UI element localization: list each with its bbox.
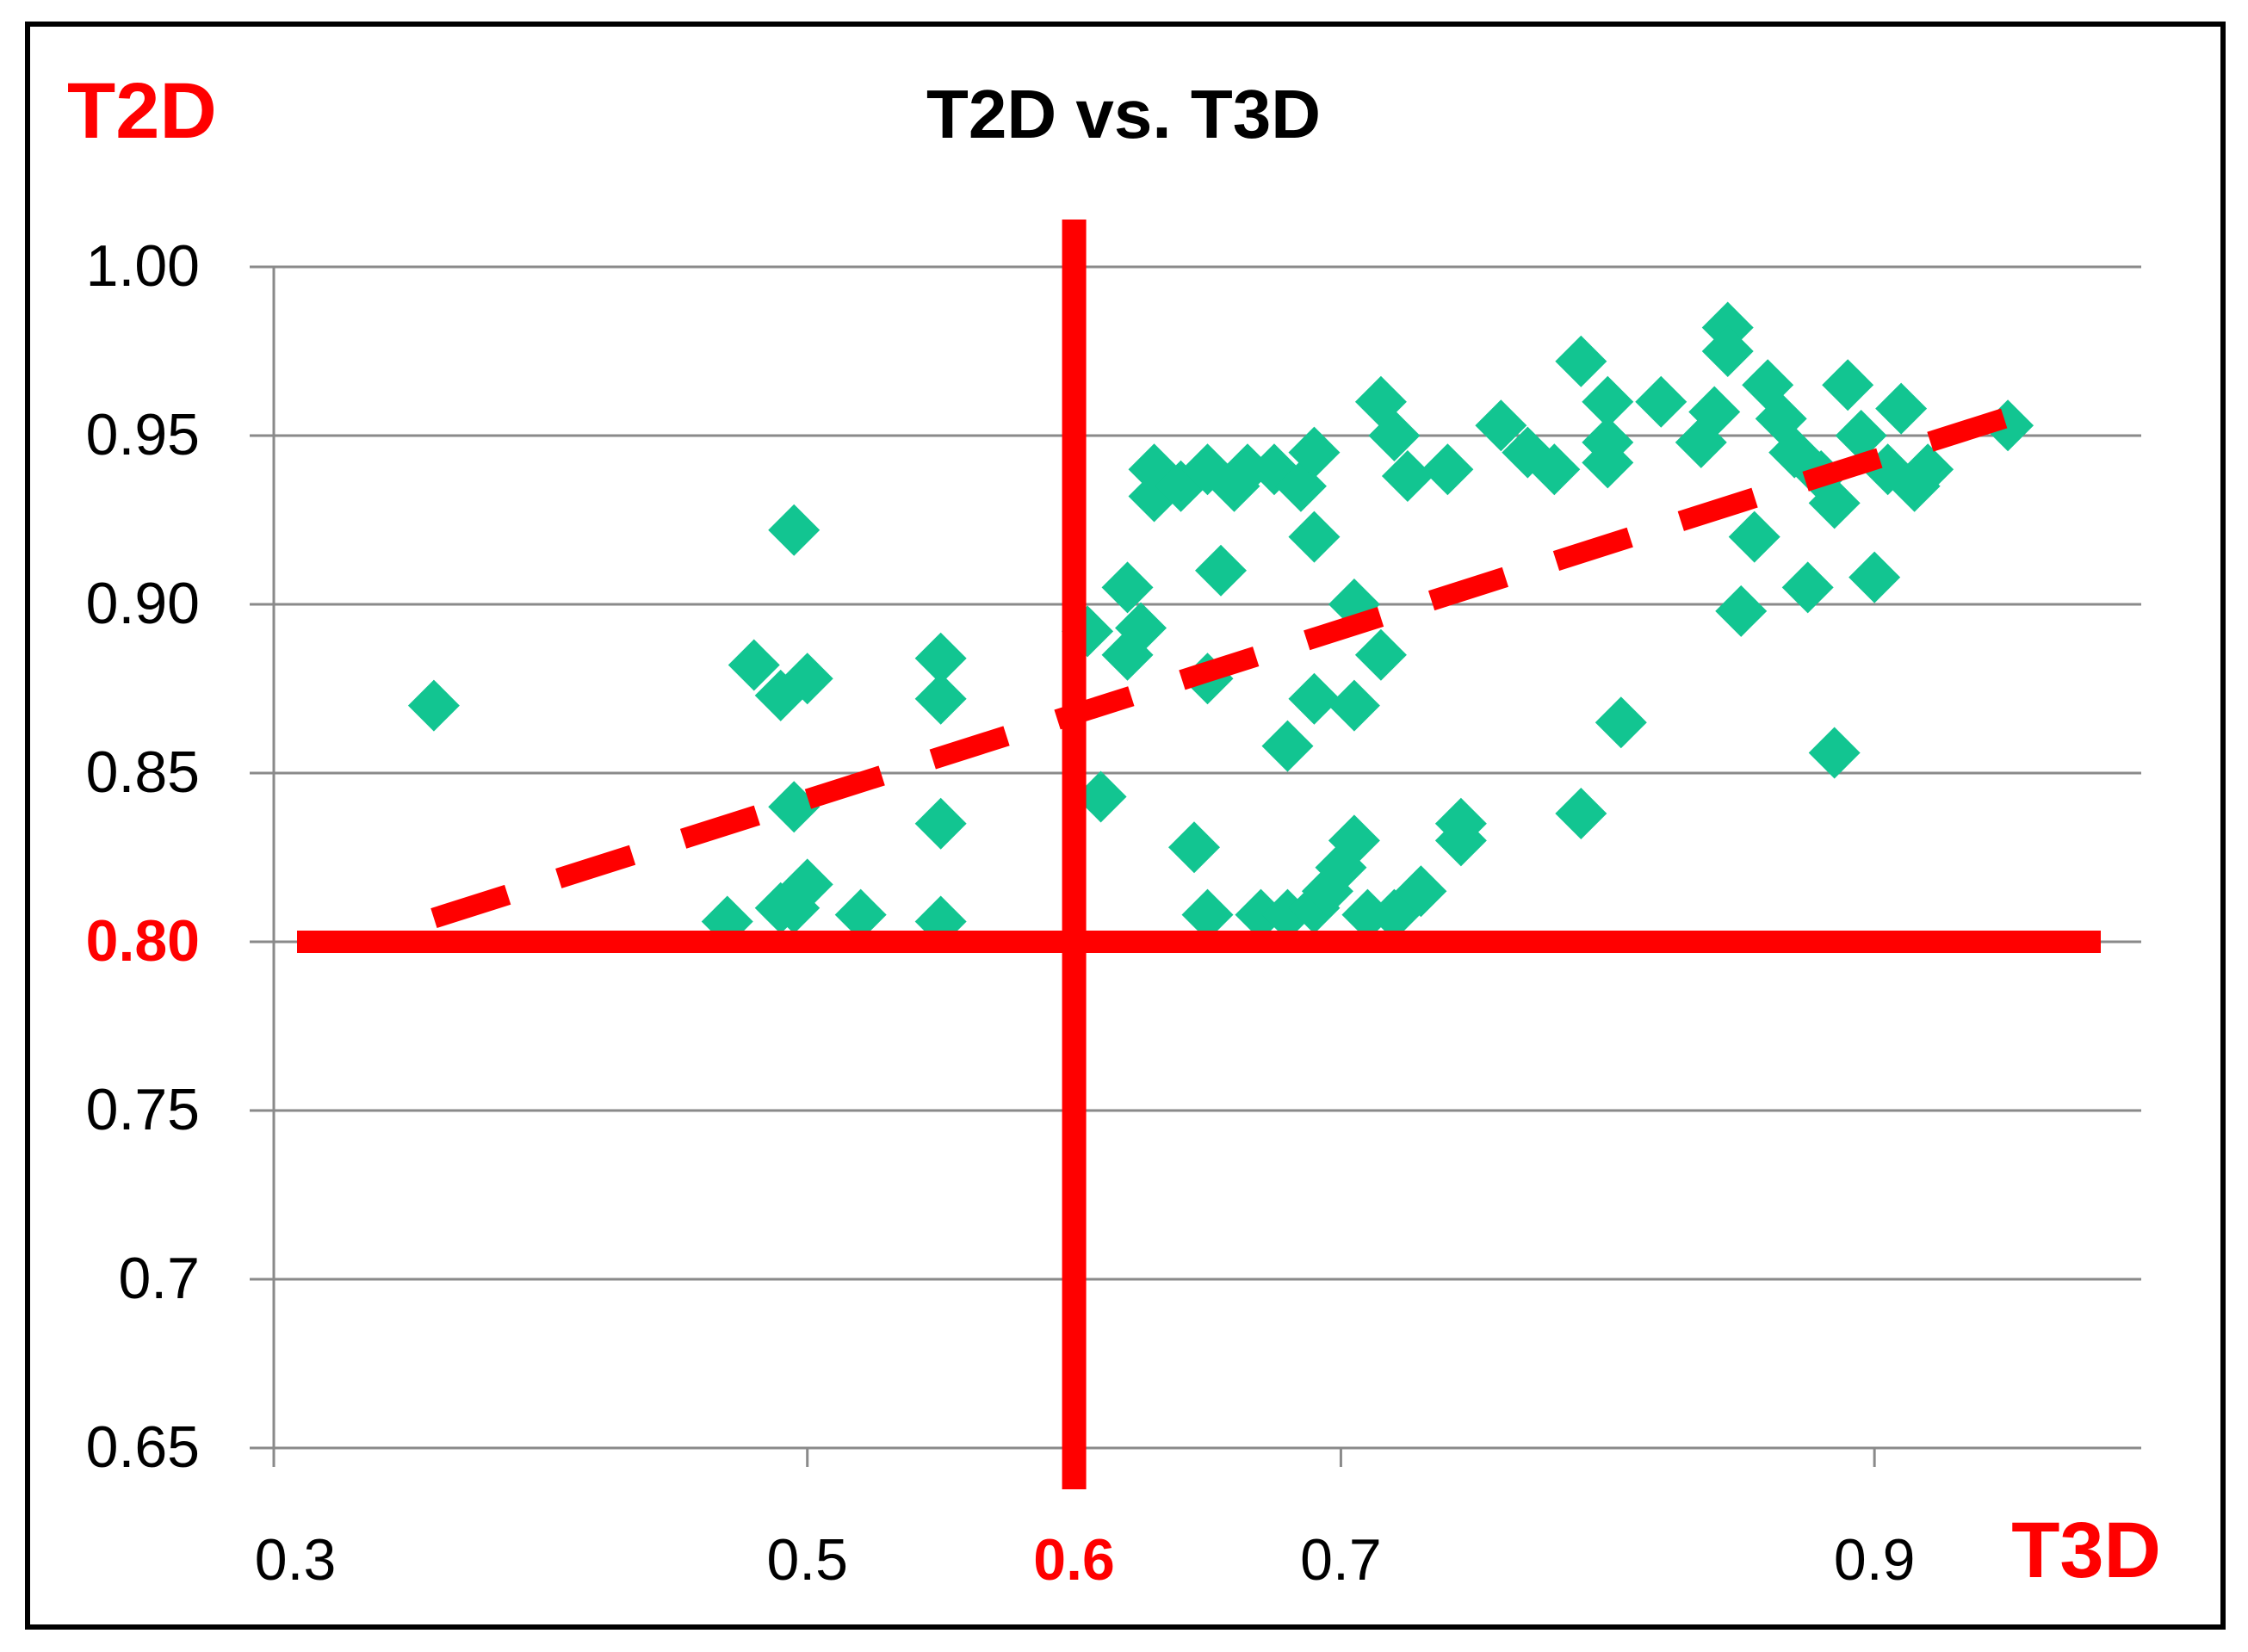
data-point-diamond bbox=[1781, 561, 1834, 614]
data-point-diamond bbox=[1261, 720, 1314, 772]
data-point-diamond bbox=[914, 632, 967, 684]
data-point-diamond bbox=[1381, 450, 1434, 503]
data-point-diamond bbox=[1902, 443, 1954, 496]
x-tick-label: 0.3 bbox=[255, 1527, 337, 1593]
x-tick-label: 0.5 bbox=[766, 1527, 848, 1593]
data-point-diamond bbox=[1074, 770, 1127, 823]
data-point-diamond bbox=[1835, 410, 1887, 461]
data-point-diamond bbox=[1822, 359, 1874, 411]
y-axis-label: T2D bbox=[67, 67, 217, 155]
data-point-diamond bbox=[1701, 325, 1754, 377]
data-point-diamond bbox=[1235, 888, 1287, 941]
data-point-diamond bbox=[1341, 888, 1394, 941]
data-point-diamond bbox=[1675, 416, 1727, 468]
data-point-diamond bbox=[1688, 386, 1741, 438]
data-point-diamond bbox=[1595, 696, 1647, 749]
data-point-diamond bbox=[781, 653, 833, 705]
data-point-diamond bbox=[1635, 375, 1688, 428]
data-point-diamond bbox=[1528, 443, 1581, 496]
data-point-diamond bbox=[1715, 585, 1768, 637]
data-point-diamond bbox=[1194, 544, 1247, 597]
data-point-diamond bbox=[1808, 727, 1861, 779]
data-point-diamond bbox=[1808, 477, 1861, 529]
trend-line bbox=[430, 399, 2038, 928]
data-point-diamond bbox=[1328, 679, 1380, 732]
data-point-diamond bbox=[1555, 788, 1607, 840]
data-point-diamond bbox=[1582, 375, 1634, 428]
y-tick-label: 0.65 bbox=[86, 1414, 200, 1480]
x-tick-label: 0.9 bbox=[1834, 1527, 1916, 1593]
y-tick-label: 0.90 bbox=[86, 571, 200, 636]
data-point-diamond bbox=[1288, 672, 1341, 725]
data-point-diamond bbox=[1849, 551, 1901, 603]
data-point-diamond bbox=[914, 797, 967, 850]
data-point-diamond bbox=[1288, 426, 1341, 479]
x-tick-label: 0.7 bbox=[1300, 1527, 1382, 1593]
data-point-diamond bbox=[1288, 510, 1341, 563]
axes bbox=[250, 267, 2141, 1467]
data-point-diamond bbox=[1181, 888, 1234, 941]
data-point-diamond bbox=[407, 679, 460, 732]
data-point-diamond bbox=[1582, 416, 1634, 468]
data-point-diamond bbox=[728, 639, 780, 691]
data-point-diamond bbox=[834, 888, 887, 941]
y-tick-label: 0.80 bbox=[86, 908, 200, 974]
data-point-diamond bbox=[1421, 443, 1474, 496]
data-points bbox=[407, 301, 2034, 948]
data-point-diamond bbox=[1555, 335, 1607, 387]
data-point-diamond bbox=[1221, 443, 1273, 496]
y-tick-label: 0.95 bbox=[86, 402, 200, 467]
data-point-diamond bbox=[1328, 814, 1380, 867]
data-point-diamond bbox=[1475, 399, 1527, 452]
data-point-diamond bbox=[1354, 628, 1407, 681]
chart-title: T2D vs. T3D bbox=[926, 76, 1321, 152]
data-point-diamond bbox=[1728, 510, 1780, 563]
y-tick-label: 0.85 bbox=[86, 739, 200, 805]
data-point-diamond bbox=[1168, 821, 1221, 874]
data-point-diamond bbox=[1101, 561, 1154, 614]
tick-labels: 1.00 0.95 0.90 0.85 0.80 0.75 0.7 0.65 0.3 0.5 0.6… bbox=[86, 233, 1916, 1593]
data-point-diamond bbox=[1115, 602, 1167, 654]
x-tick-label: 0.6 bbox=[1033, 1527, 1115, 1593]
data-point-diamond bbox=[768, 504, 821, 556]
y-tick-label: 0.7 bbox=[118, 1246, 200, 1311]
threshold-overlay bbox=[297, 220, 2101, 1489]
data-point-diamond bbox=[781, 858, 833, 911]
y-tick-label: 1.00 bbox=[86, 233, 200, 299]
data-point-diamond bbox=[1395, 865, 1447, 918]
chart-frame bbox=[25, 22, 2226, 1630]
data-point-diamond bbox=[914, 672, 967, 725]
data-point-diamond bbox=[1368, 410, 1421, 461]
x-axis-label: T3D bbox=[2011, 1507, 2161, 1594]
data-point-diamond bbox=[1875, 382, 1928, 435]
y-tick-label: 0.75 bbox=[86, 1077, 200, 1142]
data-point-diamond bbox=[1434, 814, 1487, 867]
data-point-diamond bbox=[1755, 393, 1807, 445]
